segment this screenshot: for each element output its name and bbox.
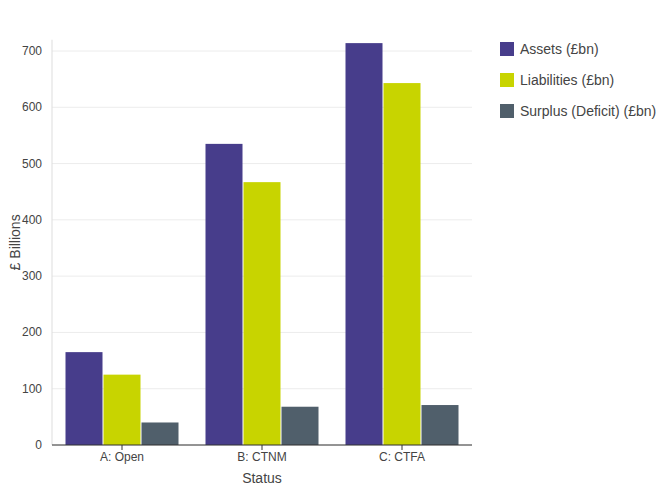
- bars: [66, 43, 459, 445]
- y-tick-label: 0: [35, 438, 42, 452]
- bar: [282, 407, 319, 445]
- legend-label: Assets (£bn): [520, 41, 599, 57]
- y-tick-label: 200: [22, 325, 42, 339]
- y-tick-label: 600: [22, 100, 42, 114]
- y-axis-title: £ Billions: [7, 214, 23, 270]
- legend-line: Assets (£bn): [520, 41, 599, 57]
- legend-label: Surplus (Deficit) (£bn): [520, 103, 656, 119]
- y-tick-label: 400: [22, 213, 42, 227]
- y-axis-line: [52, 40, 53, 445]
- y-tick-label: 300: [22, 269, 42, 283]
- chart-svg: 0 100 200 300 400 500 600 700 A: Open B: CTNM C: C…: [0, 0, 672, 504]
- y-tick-label: 700: [22, 44, 42, 58]
- y-tick-label: 500: [22, 157, 42, 171]
- bar: [66, 352, 103, 445]
- bar: [384, 83, 421, 445]
- legend: Assets (£bn) Liabilities (£bn) Surplus (De…: [500, 41, 656, 119]
- y-tick-label: 100: [22, 382, 42, 396]
- bar: [142, 422, 179, 445]
- legend-swatch: [500, 42, 514, 56]
- legend-label: Liabilities (£bn): [520, 72, 614, 88]
- grid-line: [52, 51, 472, 52]
- bar: [244, 182, 281, 445]
- x-axis-title: Status: [242, 470, 282, 486]
- legend-swatch: [500, 73, 514, 87]
- legend-swatch: [500, 104, 514, 118]
- x-tick-label: B: CTNM: [237, 450, 286, 464]
- x-tick-label: C: CTFA: [379, 450, 425, 464]
- legend-line: Liabilities (£bn): [520, 72, 614, 88]
- bar: [104, 375, 141, 445]
- grid: [52, 51, 472, 445]
- x-tick-label: A: Open: [100, 450, 144, 464]
- legend-line: Surplus (Deficit) (£bn): [520, 103, 656, 119]
- bar: [206, 144, 243, 445]
- bar: [346, 43, 383, 445]
- bar: [422, 405, 459, 445]
- chart-container: 0 100 200 300 400 500 600 700 A: Open B: CTNM C: C…: [0, 0, 672, 504]
